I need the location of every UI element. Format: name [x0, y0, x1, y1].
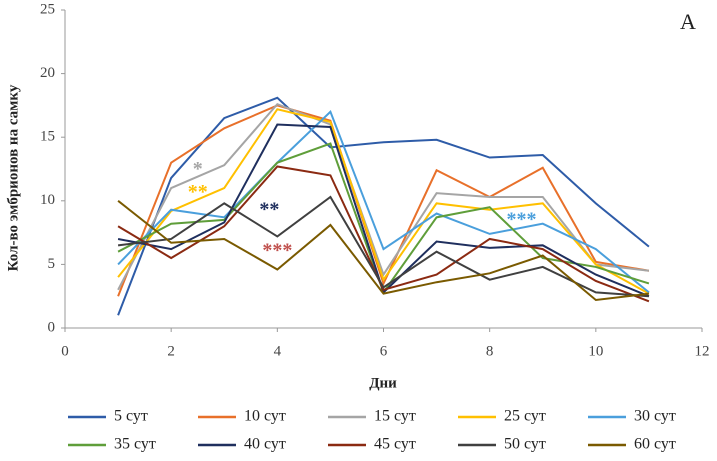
series-line — [117, 104, 650, 297]
legend-label: 15 сут — [374, 408, 416, 425]
legend-label: 5 сут — [114, 408, 148, 425]
x-tick-label: 10 — [588, 343, 603, 359]
x-axis-title: Дни — [369, 375, 397, 391]
y-tick-label: 15 — [40, 129, 55, 145]
y-tick-label: 10 — [40, 192, 55, 208]
y-tick-label: 25 — [40, 1, 55, 17]
legend-label: 45 сут — [374, 436, 416, 453]
annotation: *** — [507, 209, 537, 231]
legend-label: 25 сут — [504, 408, 546, 425]
x-tick-label: 8 — [486, 343, 494, 359]
legend-label: 30 сут — [634, 408, 676, 425]
series-line — [117, 96, 650, 316]
series-line — [117, 165, 650, 303]
annotation: ** — [259, 199, 279, 221]
x-tick-label: 6 — [380, 343, 388, 359]
x-tick-label: 4 — [274, 343, 282, 359]
x-tick-label: 0 — [61, 343, 69, 359]
legend-label: 35 сут — [114, 436, 156, 453]
series-line — [117, 123, 650, 298]
legend-label: 40 сут — [244, 436, 286, 453]
y-axis-title: Кол-во эмбрионов на самку — [5, 84, 21, 271]
x-tick-label: 2 — [167, 343, 175, 359]
legend-label: 60 сут — [634, 436, 676, 453]
annotation: ** — [188, 181, 208, 203]
y-tick-label: 5 — [48, 256, 56, 272]
series-line — [117, 102, 650, 291]
legend-label: 50 сут — [504, 436, 546, 453]
y-tick-label: 0 — [48, 319, 56, 335]
x-tick-label: 12 — [695, 343, 710, 359]
series-line — [117, 108, 650, 295]
series-line — [117, 200, 650, 302]
annotation: * — [193, 158, 203, 180]
legend-label: 10 сут — [244, 408, 286, 425]
y-tick-label: 20 — [40, 65, 55, 81]
annotation: *** — [262, 239, 292, 261]
series-line — [117, 195, 649, 298]
panel-label: А — [680, 9, 696, 34]
